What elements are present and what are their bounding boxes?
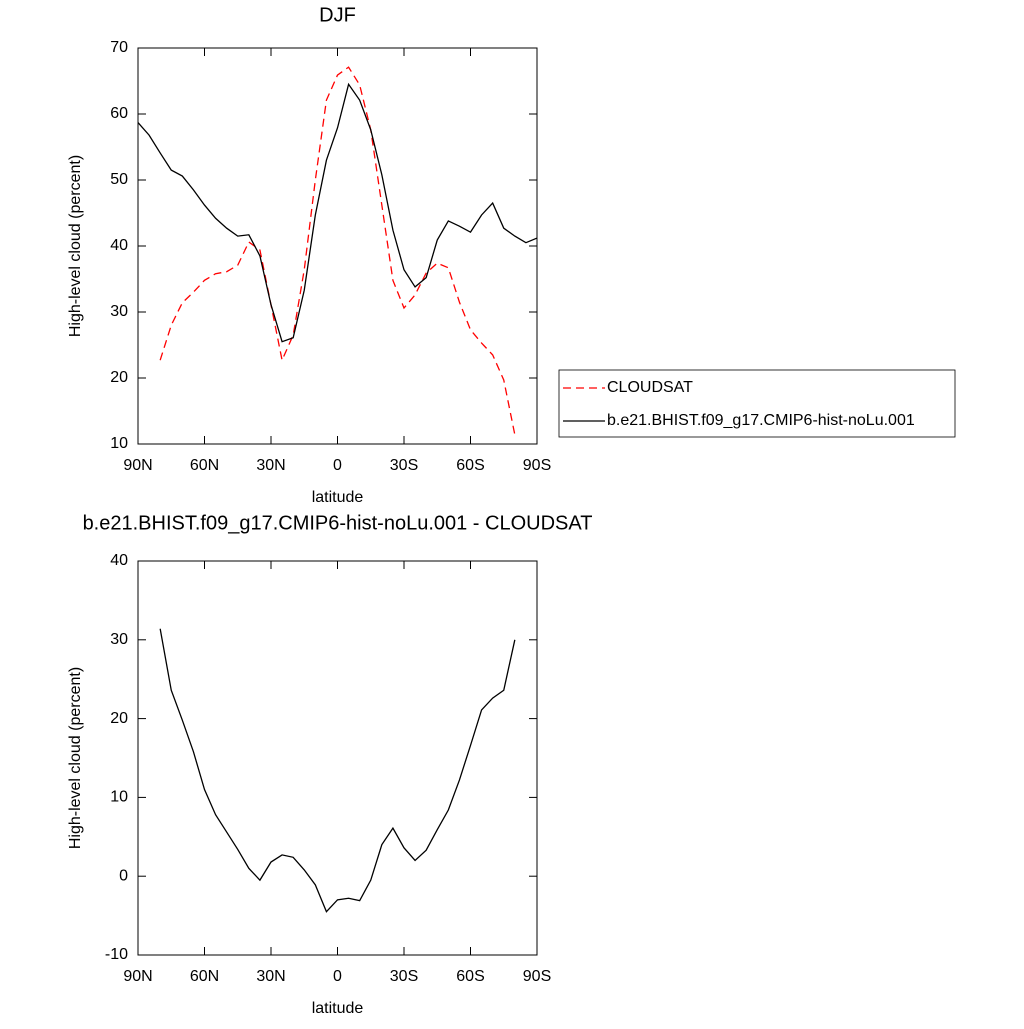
legend-label: b.e21.BHIST.f09_g17.CMIP6-hist-noLu.001 (607, 412, 915, 429)
x-tick-label: 0 (333, 457, 342, 474)
y-tick-label: 20 (110, 710, 128, 727)
y-tick-label: 10 (110, 789, 128, 806)
x-tick-label: 60N (190, 968, 219, 985)
x-tick-label: 90N (123, 968, 152, 985)
x-tick-label: 0 (333, 968, 342, 985)
x-tick-label: 90N (123, 457, 152, 474)
chart-title: b.e21.BHIST.f09_g17.CMIP6-hist-noLu.001 … (83, 512, 593, 534)
y-tick-label: 0 (119, 867, 128, 884)
y-tick-label: 30 (110, 303, 128, 320)
y-tick-label: 50 (110, 171, 128, 188)
x-tick-label: 60S (456, 457, 484, 474)
plot-frame (137, 47, 538, 445)
y-tick-label: 70 (110, 39, 128, 56)
y-tick-label: 10 (110, 435, 128, 452)
data-line (138, 82, 537, 343)
x-tick-label: 60S (456, 968, 484, 985)
x-tick-label: 30N (256, 457, 285, 474)
data-line (159, 628, 516, 913)
y-tick-label: 60 (110, 105, 128, 122)
data-line (159, 66, 516, 435)
x-tick-label: 30S (390, 457, 418, 474)
y-tick-label: 20 (110, 369, 128, 386)
legend-label: CLOUDSAT (607, 379, 693, 396)
x-tick-label: 90S (523, 968, 551, 985)
y-tick-label: 40 (110, 237, 128, 254)
x-tick-label: 60N (190, 457, 219, 474)
y-axis-label: High-level cloud (percent) (67, 155, 84, 337)
x-axis-label: latitude (312, 1000, 364, 1017)
legend-box (558, 369, 956, 438)
y-axis-label: High-level cloud (percent) (67, 667, 84, 849)
y-tick-label: 40 (110, 552, 128, 569)
y-tick-label: -10 (105, 946, 128, 963)
chart-title: DJF (319, 4, 356, 26)
x-tick-label: 30N (256, 968, 285, 985)
plot-frame (137, 560, 538, 956)
x-tick-label: 90S (523, 457, 551, 474)
y-tick-label: 30 (110, 631, 128, 648)
x-axis-label: latitude (312, 489, 364, 506)
x-tick-label: 30S (390, 968, 418, 985)
